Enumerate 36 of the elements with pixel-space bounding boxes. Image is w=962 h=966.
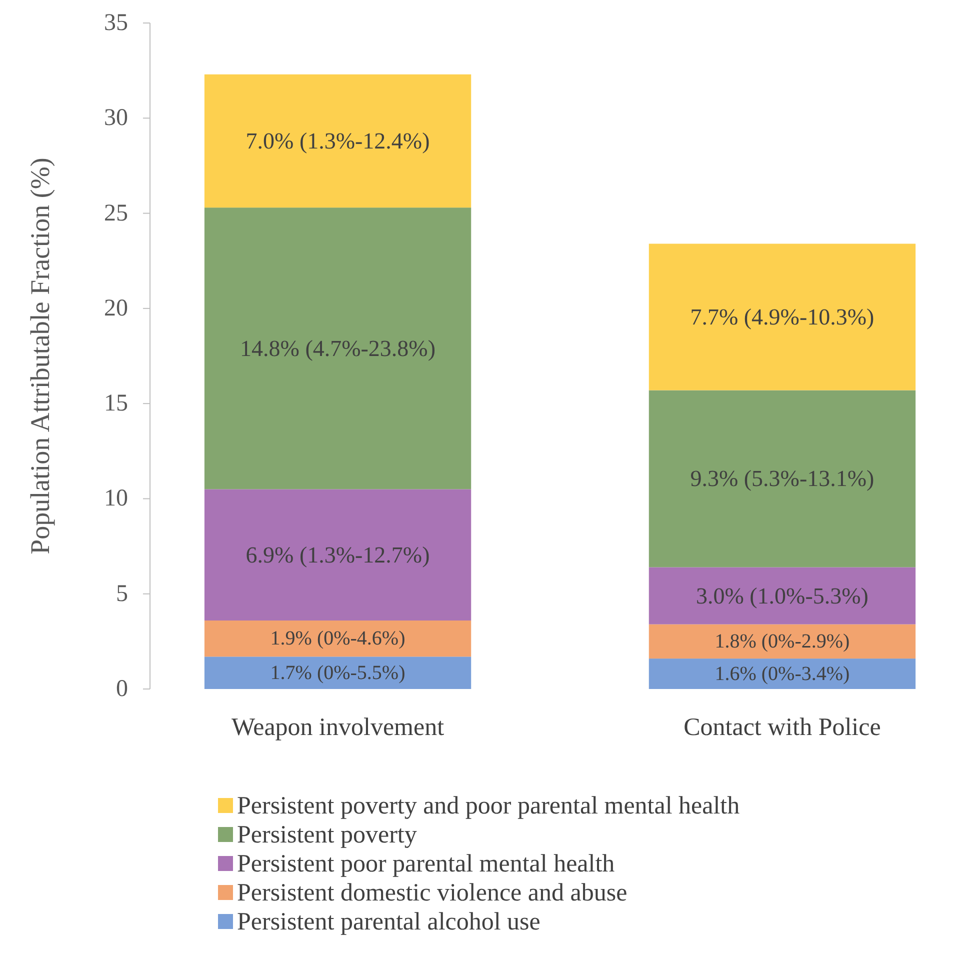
legend-label: Persistent poverty and poor parental mental health: [237, 792, 740, 820]
bar: [204, 208, 472, 490]
legend-label: Persistent poverty: [237, 822, 418, 848]
data-label: 6.9% (1.3%-12.7%): [246, 542, 430, 568]
bar: [648, 624, 916, 659]
x-tick-label: Contact with Police: [684, 714, 881, 741]
x-tick-label: Weapon involvement: [232, 714, 444, 741]
data-label: 7.0% (1.3%-12.4%): [246, 128, 430, 154]
bar: [204, 656, 472, 689]
bar: [648, 658, 916, 689]
bar: [648, 244, 916, 390]
legend-label: Persistent parental alcohol use: [237, 908, 540, 936]
legend-label: Persistent domestic violence and abuse: [237, 880, 628, 906]
data-label: 9.3% (5.3%-13.1%): [690, 466, 874, 492]
bar: [204, 620, 472, 657]
legend-label: Persistent poor parental mental health: [237, 850, 616, 878]
data-label: 1.9% (0%-4.6%): [270, 628, 406, 650]
bar: [648, 390, 916, 568]
data-label: 1.7% (0%-5.5%): [270, 662, 406, 684]
bar: [204, 74, 472, 208]
y-axis-title: Population Attributable Fraction (%): [25, 158, 55, 554]
y-tick-label: 20: [104, 295, 128, 322]
data-label: 14.8% (4.7%-23.8%): [240, 336, 436, 361]
y-tick-label: 0: [116, 676, 128, 702]
data-label: 7.7% (4.9%-10.3%): [690, 304, 874, 330]
y-tick-label: 35: [104, 10, 128, 36]
y-tick-label: 25: [104, 200, 128, 226]
y-tick-label: 30: [104, 105, 128, 132]
data-label: 1.6% (0%-3.4%): [714, 662, 850, 685]
data-label: 3.0% (1.0%-5.3%): [696, 583, 868, 608]
y-tick-label: 15: [104, 390, 128, 417]
data-label: 1.8% (0%-2.9%): [714, 630, 850, 652]
y-tick-label: 10: [104, 486, 128, 512]
bar: [648, 567, 916, 624]
bar: [204, 489, 472, 620]
y-tick-label: 5: [116, 580, 128, 607]
